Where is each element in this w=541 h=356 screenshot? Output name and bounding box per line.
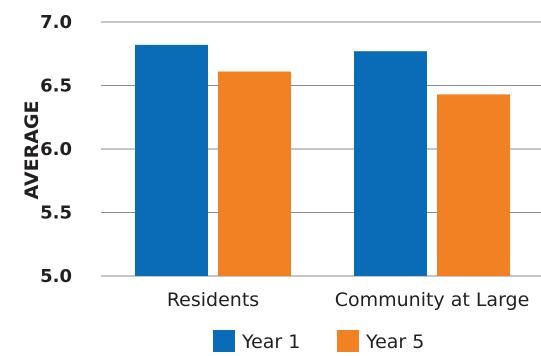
- bar-year-5-residents: [218, 71, 291, 276]
- bar-year-5-community-at-large: [437, 94, 510, 276]
- bar-year-1-residents: [135, 44, 208, 276]
- legend-swatch: [213, 330, 235, 352]
- bars: [135, 44, 510, 277]
- y-tick-label: 5.0: [40, 266, 72, 287]
- y-tick-label: 7.0: [40, 12, 72, 33]
- legend-label: Year 5: [365, 331, 424, 353]
- x-axis-categories: Residents Community at Large: [167, 289, 529, 311]
- legend-label: Year 1: [241, 331, 300, 353]
- y-axis-ticks: 5.0 5.5 6.0 6.5 7.0: [40, 12, 72, 287]
- bar-year-1-community-at-large: [354, 51, 427, 277]
- legend-swatch: [337, 330, 359, 352]
- y-tick-label: 5.5: [40, 203, 72, 224]
- x-category-label: Residents: [167, 289, 259, 311]
- y-tick-label: 6.5: [40, 76, 72, 97]
- x-category-label: Community at Large: [335, 289, 530, 311]
- y-axis-title: AVERAGE: [21, 100, 43, 199]
- legend: Year 1 Year 5: [213, 330, 424, 353]
- y-tick-label: 6.0: [40, 139, 72, 160]
